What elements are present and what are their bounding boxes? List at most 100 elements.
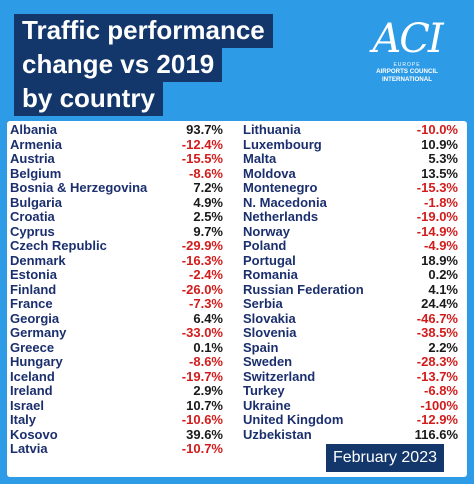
table-row: Croatia 2.5% (10, 209, 223, 225)
change-value: 39.6% (186, 426, 223, 442)
country-name: Norway (243, 223, 290, 239)
change-value: 4.1% (428, 281, 458, 297)
left-column: Albania 93.7% Armenia -12.4% Austria -15.5% Be… (10, 122, 223, 457)
change-value: -15.3% (416, 180, 458, 195)
change-value: 18.9% (421, 252, 458, 268)
change-value: -15.5% (181, 151, 223, 166)
change-value: 24.4% (421, 296, 458, 311)
change-value: 0.2% (428, 267, 458, 282)
change-value: -19.7% (181, 368, 223, 384)
table-row: Estonia -2.4% (10, 267, 223, 283)
country-name: Denmark (10, 252, 66, 268)
date-badge: February 2023 (325, 444, 444, 472)
table-row: Netherlands -19.0% (243, 209, 458, 225)
change-value: 6.4% (193, 310, 223, 326)
country-name: Malta (243, 151, 277, 166)
country-name: Ireland (10, 383, 53, 398)
table-row: Italy -10.6% (10, 412, 223, 428)
table-row: Finland -26.0% (10, 281, 223, 298)
right-column: Lithuania -10.0% Luxembourg 10.9% Malta 5.3% M… (243, 122, 458, 443)
table-row: Bosnia & Herzegovina 7.2% (10, 180, 223, 196)
table-row: Montenegro -15.3% (243, 180, 458, 196)
change-value: 9.7% (193, 223, 223, 239)
table-row: Hungary -8.6% (10, 354, 223, 370)
change-value: -6.8% (424, 383, 458, 398)
country-name: Ukraine (243, 397, 291, 413)
table-row: Moldova 13.5% (243, 165, 458, 182)
change-value: -8.6% (189, 165, 223, 181)
country-name: Romania (243, 267, 298, 282)
country-name: Lithuania (243, 122, 301, 137)
country-name: Spain (243, 339, 279, 355)
table-row: Uzbekistan 116.6% (243, 427, 458, 443)
country-name: Slovakia (243, 310, 296, 326)
aci-logo: ACI EUROPE AIRPORTS COUNCIL INTERNATIONA… (372, 16, 443, 106)
table-row: United Kingdom -12.9% (243, 412, 458, 428)
table-row: Denmark -16.3% (10, 252, 223, 269)
country-name: Bulgaria (10, 194, 63, 210)
country-name: Kosovo (10, 426, 58, 442)
country-name: Germany (10, 325, 67, 340)
change-value: -7.3% (189, 296, 223, 311)
country-name: Montenegro (243, 180, 318, 195)
country-name: Russian Federation (243, 281, 364, 297)
table-row: Luxembourg 10.9% (243, 136, 458, 153)
title-line-1: Traffic performance (14, 14, 273, 48)
change-value: -19.0% (416, 209, 458, 224)
table-row: Lithuania -10.0% (243, 122, 458, 138)
change-value: 2.5% (193, 209, 223, 224)
country-name: N. Macedonia (243, 194, 327, 210)
change-value: 13.5% (421, 165, 458, 181)
change-value: -4.9% (424, 238, 458, 253)
country-name: Georgia (10, 310, 60, 326)
table-row: Sweden -28.3% (243, 354, 458, 370)
table-row: Norway -14.9% (243, 223, 458, 240)
country-name: Hungary (10, 354, 63, 369)
table-row: Belgium -8.6% (10, 165, 223, 182)
country-name: Luxembourg (243, 136, 322, 152)
change-value: 10.7% (186, 397, 223, 413)
country-name: Greece (10, 339, 55, 355)
table-row: Czech Republic -29.9% (10, 238, 223, 254)
change-value: -2.4% (189, 267, 223, 282)
change-value: -14.9% (416, 223, 458, 239)
table-row: Armenia -12.4% (10, 136, 223, 153)
country-name: Portugal (243, 252, 296, 268)
country-name: Italy (10, 412, 37, 427)
country-name: Switzerland (243, 368, 316, 384)
table-row: Austria -15.5% (10, 151, 223, 167)
table-row: Malta 5.3% (243, 151, 458, 167)
change-value: -13.7% (416, 368, 458, 384)
country-name: Czech Republic (10, 238, 107, 253)
table-row: Poland -4.9% (243, 238, 458, 254)
table-row: Slovenia -38.5% (243, 325, 458, 341)
change-value: -12.9% (416, 412, 458, 427)
table-row: Germany -33.0% (10, 325, 223, 341)
table-row: N. Macedonia -1.8% (243, 194, 458, 211)
aci-logo-name-2: INTERNATIONAL (381, 75, 433, 83)
country-table: Albania 93.7% Armenia -12.4% Austria -15.5% Be… (7, 121, 467, 477)
country-name: United Kingdom (243, 412, 344, 427)
title-line-3: by country (14, 82, 163, 116)
country-name: Armenia (10, 136, 63, 152)
change-value: -12.4% (181, 136, 223, 152)
table-row: Greece 0.1% (10, 339, 223, 356)
table-row: Ukraine -100% (243, 397, 458, 414)
country-name: Albania (10, 122, 57, 137)
change-value: 2.2% (428, 339, 458, 355)
table-row: Latvia -10.7% (10, 441, 223, 457)
change-value: 4.9% (193, 194, 223, 210)
table-row: Slovakia -46.7% (243, 310, 458, 327)
change-value: -28.3% (416, 354, 458, 369)
change-value: 10.9% (421, 136, 458, 152)
aci-logo-name-1: AIRPORTS COUNCIL (376, 68, 438, 75)
change-value: -46.7% (416, 310, 458, 326)
change-value: 2.9% (193, 383, 223, 398)
change-value: -29.9% (181, 238, 223, 253)
table-row: Cyprus 9.7% (10, 223, 223, 240)
country-name: Croatia (10, 209, 55, 224)
table-row: France -7.3% (10, 296, 223, 312)
table-row: Kosovo 39.6% (10, 426, 223, 443)
change-value: -26.0% (181, 281, 223, 297)
country-name: Poland (243, 238, 287, 253)
